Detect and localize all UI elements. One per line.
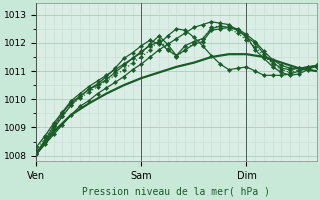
X-axis label: Pression niveau de la mer( hPa ): Pression niveau de la mer( hPa ) — [82, 187, 270, 197]
